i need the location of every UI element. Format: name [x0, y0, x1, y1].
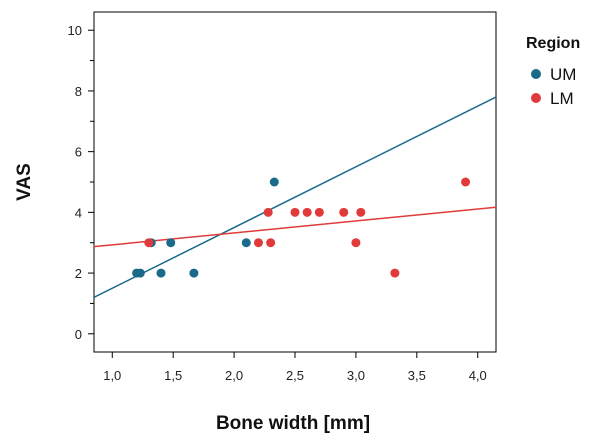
y-tick-label: 10 [68, 23, 82, 38]
point-lm [356, 207, 366, 217]
x-tick-label: 1,0 [103, 368, 121, 383]
legend-label-um: UM [550, 65, 576, 84]
plot-area [93, 11, 497, 353]
fit-line-lm [94, 206, 496, 248]
fit-line-um [94, 96, 496, 299]
legend-marker-um [531, 69, 541, 79]
point-um [189, 268, 199, 278]
x-tick-label: 2,0 [225, 368, 243, 383]
point-um [156, 268, 166, 278]
x-tick-label: 3,5 [408, 368, 426, 383]
point-lm [253, 238, 263, 248]
x-tick-label: 4,0 [469, 368, 487, 383]
point-lm [290, 207, 300, 217]
x-tick-label: 2,5 [286, 368, 304, 383]
point-lm [263, 207, 273, 217]
point-um [241, 238, 251, 248]
y-tick-label: 6 [75, 145, 82, 160]
legend: Region UM LM [526, 35, 580, 108]
y-axis-title: VAS [14, 163, 35, 201]
y-tick-label: 4 [75, 205, 82, 220]
x-axis: 1,0 1,5 2,0 2,5 3,0 3,5 4,0 [103, 352, 487, 383]
fit-lines [94, 96, 496, 299]
point-lm [339, 207, 349, 217]
legend-label-lm: LM [550, 89, 574, 108]
legend-marker-lm [531, 93, 541, 103]
point-um [135, 268, 145, 278]
point-lm [390, 268, 400, 278]
point-lm [314, 207, 324, 217]
y-tick-label: 8 [75, 84, 82, 99]
x-tick-label: 1,5 [164, 368, 182, 383]
point-lm [302, 207, 312, 217]
x-tick-label: 3,0 [347, 368, 365, 383]
point-lm [351, 238, 361, 248]
y-axis: 0 2 4 6 8 10 [68, 23, 94, 342]
x-axis-title: Bone width [mm] [216, 413, 370, 434]
legend-title: Region [526, 35, 580, 52]
point-um [269, 177, 279, 187]
point-lm [144, 238, 154, 248]
y-tick-label: 0 [75, 327, 82, 342]
y-tick-label: 2 [75, 266, 82, 281]
point-lm [461, 177, 471, 187]
point-lm [266, 238, 276, 248]
data-points [132, 177, 471, 278]
point-um [166, 238, 176, 248]
